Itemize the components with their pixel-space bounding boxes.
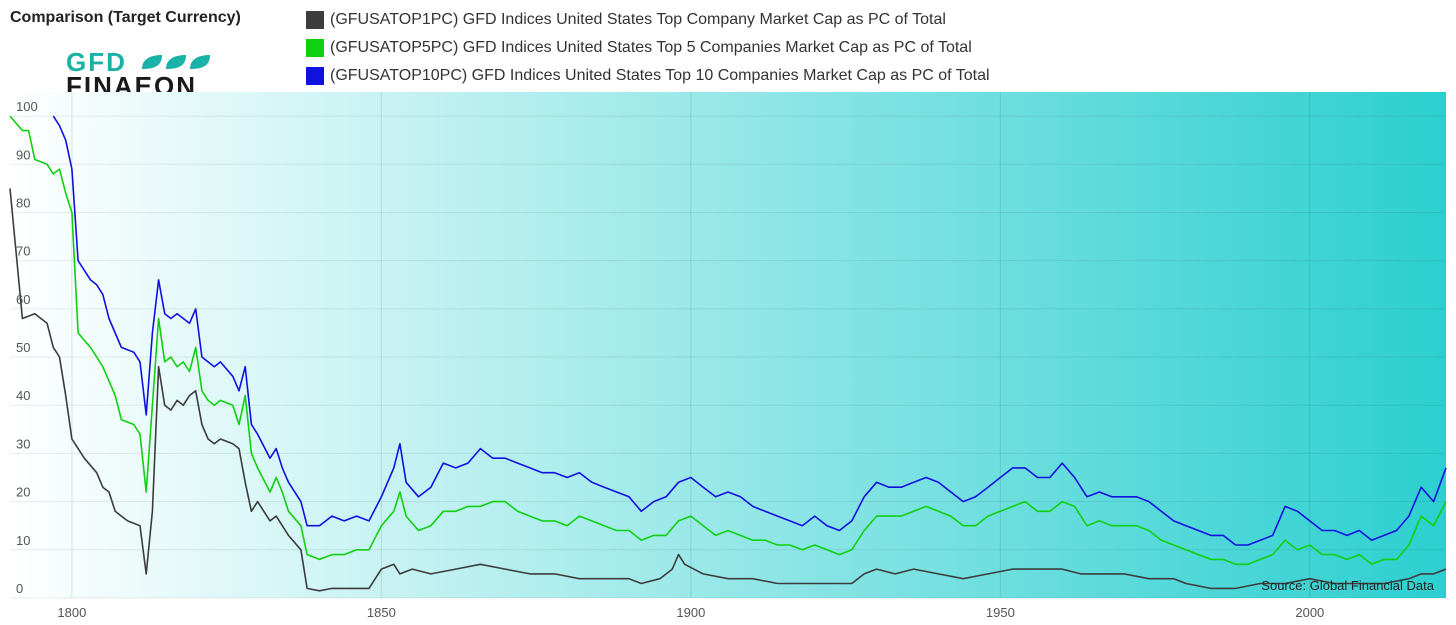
y-tick-label: 70 [16,244,30,259]
x-tick-label: 1800 [57,605,86,620]
series-lines [9,115,1447,592]
y-tick-label: 80 [16,195,30,210]
x-tick-label: 2000 [1295,605,1324,620]
series-line-2[interactable] [52,115,1447,546]
y-tick-label: 10 [16,533,30,548]
axis-ticks: 0 10 20 30 40 50 60 70 80 90 100 1800 1850 1900 1950 20… [16,99,1324,620]
series-line-1[interactable] [9,115,1447,566]
legend-swatch-top10 [306,67,324,85]
legend-swatch-top1 [306,11,324,29]
y-tick-label: 30 [16,436,30,451]
plot-background [10,92,1446,598]
series-line-0[interactable] [9,188,1447,592]
svg-text:GFD: GFD [66,49,127,77]
grid [10,92,1446,599]
legend-item-top5[interactable]: (GFUSATOP5PC) GFD Indices United States … [306,34,990,62]
y-tick-label: 20 [16,485,30,500]
x-tick-label: 1850 [367,605,396,620]
x-tick-label: 1950 [986,605,1015,620]
legend-label-top10: (GFUSATOP10PC) GFD Indices United States… [330,67,990,84]
legend-label-top1: (GFUSATOP1PC) GFD Indices United States … [330,11,946,28]
legend: (GFUSATOP1PC) GFD Indices United States … [306,6,990,90]
y-tick-label: 40 [16,388,30,403]
legend-swatch-top5 [306,39,324,57]
y-tick-label: 90 [16,147,30,162]
legend-label-top5: (GFUSATOP5PC) GFD Indices United States … [330,39,972,56]
x-tick-label: 1900 [676,605,705,620]
legend-item-top10[interactable]: (GFUSATOP10PC) GFD Indices United States… [306,62,990,90]
y-tick-label: 50 [16,340,30,355]
source-label: Source: Global Financial Data [1261,578,1434,593]
chart-title: Comparison (Target Currency) [10,9,241,26]
legend-item-top1[interactable]: (GFUSATOP1PC) GFD Indices United States … [306,6,990,34]
y-tick-label: 100 [16,99,38,114]
y-tick-label: 0 [16,581,23,596]
y-tick-label: 60 [16,292,30,307]
